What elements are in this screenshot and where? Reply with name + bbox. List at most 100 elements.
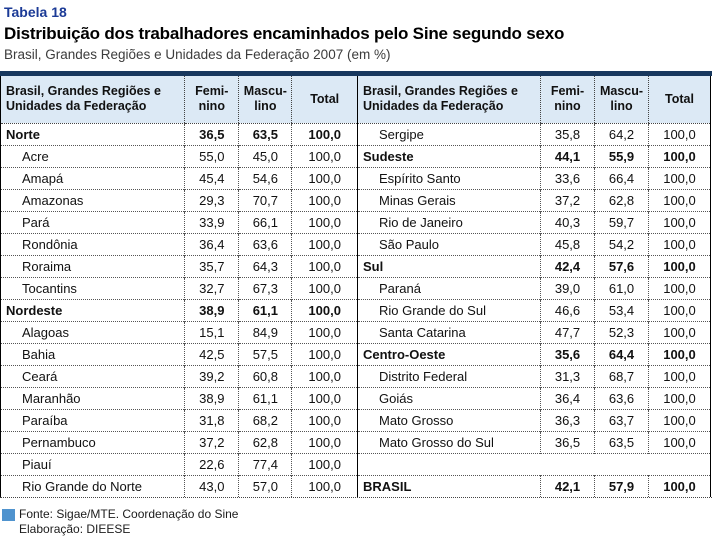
column-header-masculino: Mascu- lino [238, 76, 292, 124]
feminino-cell: 45,4 [184, 167, 239, 189]
uf-name-cell: Espírito Santo [379, 170, 461, 186]
feminino-cell: 33,6 [540, 167, 595, 189]
table-row: Norte 36,5 63,5 100,0 [0, 123, 357, 145]
column-header-feminino-line2: nino [198, 99, 225, 114]
feminino-cell: 36,3 [540, 409, 595, 431]
table-row: Bahia 42,5 57,5 100,0 [0, 343, 357, 365]
masculino-cell: 59,7 [594, 211, 649, 233]
total-cell: 100,0 [291, 387, 357, 409]
feminino-cell: 38,9 [184, 387, 239, 409]
table-row: Mato Grosso do Sul 36,5 63,5 100,0 [357, 431, 711, 453]
uf-name-cell: Goiás [379, 390, 413, 406]
feminino-cell: 35,8 [540, 123, 595, 145]
column-header-masculino-line2: lino [610, 99, 633, 114]
total-cell: 100,0 [648, 431, 711, 453]
uf-name-cell: Sul [363, 258, 384, 274]
column-header-total: Total [648, 76, 711, 124]
total-cell: 100,0 [648, 233, 711, 255]
masculino-cell: 63,6 [594, 387, 649, 409]
column-header-feminino: Femi- nino [184, 76, 239, 124]
feminino-cell: 29,3 [184, 189, 239, 211]
uf-name-cell: Maranhão [22, 390, 81, 406]
table-row: Mato Grosso 36,3 63,7 100,0 [357, 409, 711, 431]
masculino-cell: 61,1 [238, 387, 292, 409]
table-row: Centro-Oeste 35,6 64,4 100,0 [357, 343, 711, 365]
table-row: Sudeste 44,1 55,9 100,0 [357, 145, 711, 167]
masculino-cell: 63,6 [238, 233, 292, 255]
uf-name-cell: Distrito Federal [379, 368, 468, 384]
feminino-cell: 44,1 [540, 145, 595, 167]
title-block: Tabela 18 Distribuição dos trabalhadores… [0, 0, 712, 71]
uf-name-cell: Piauí [22, 456, 52, 472]
total-cell: 100,0 [291, 321, 357, 343]
page-subtitle: Brasil, Grandes Regiões e Unidades da Fe… [4, 47, 391, 62]
table-row: Nordeste 38,9 61,1 100,0 [0, 299, 357, 321]
total-cell: 100,0 [648, 365, 711, 387]
masculino-cell: 54,2 [594, 233, 649, 255]
table-footer: Fonte: Sigae/MTE. Coordenação do Sine El… [0, 507, 712, 537]
total-cell: 100,0 [648, 277, 711, 299]
uf-name-cell: São Paulo [379, 236, 439, 252]
total-cell: 100,0 [291, 277, 357, 299]
total-cell: 100,0 [648, 145, 711, 167]
masculino-cell: 63,7 [594, 409, 649, 431]
table-row: Espírito Santo 33,6 66,4 100,0 [357, 167, 711, 189]
table-row: Roraima 35,7 64,3 100,0 [0, 255, 357, 277]
total-cell: 100,0 [291, 189, 357, 211]
masculino-cell: 66,1 [238, 211, 292, 233]
uf-name-cell: Paraná [379, 280, 421, 296]
masculino-cell: 55,9 [594, 145, 649, 167]
total-cell: 100,0 [648, 387, 711, 409]
uf-name-cell: Roraima [22, 258, 72, 274]
header-row: Brasil, Grandes Regiões e Unidades da Fe… [0, 76, 357, 124]
table-row: Goiás 36,4 63,6 100,0 [357, 387, 711, 409]
feminino-cell: 42,4 [540, 255, 595, 277]
feminino-cell: 45,8 [540, 233, 595, 255]
table-row: Paraná 39,0 61,0 100,0 [357, 277, 711, 299]
masculino-cell: 57,5 [238, 343, 292, 365]
masculino-cell: 61,0 [594, 277, 649, 299]
feminino-cell: 47,7 [540, 321, 595, 343]
masculino-cell: 66,4 [594, 167, 649, 189]
masculino-cell: 62,8 [594, 189, 649, 211]
uf-name-cell: Bahia [22, 346, 56, 362]
elaboration-line: Elaboração: DIEESE [19, 522, 131, 536]
feminino-cell: 55,0 [184, 145, 239, 167]
table-row: São Paulo 45,8 54,2 100,0 [357, 233, 711, 255]
feminino-cell: 36,5 [184, 123, 239, 145]
uf-name-cell: Rio Grande do Norte [22, 478, 142, 494]
total-cell: 100,0 [648, 123, 711, 145]
table-row [357, 453, 711, 475]
masculino-cell: 45,0 [238, 145, 292, 167]
masculino-cell: 68,2 [238, 409, 292, 431]
masculino-cell [595, 453, 649, 475]
total-cell: 100,0 [291, 475, 357, 497]
table-row: Rondônia 36,4 63,6 100,0 [0, 233, 357, 255]
feminino-cell: 46,6 [540, 299, 595, 321]
column-header-feminino: Femi- nino [540, 76, 595, 124]
total-cell: 100,0 [291, 365, 357, 387]
feminino-cell: 43,0 [184, 475, 239, 497]
uf-name-cell: Amapá [22, 170, 64, 186]
feminino-cell: 22,6 [184, 453, 239, 475]
feminino-cell: 42,1 [540, 475, 595, 497]
uf-name-cell: Alagoas [22, 324, 69, 340]
masculino-cell: 64,2 [594, 123, 649, 145]
total-cell: 100,0 [648, 167, 711, 189]
masculino-cell: 57,9 [594, 475, 649, 497]
feminino-cell: 35,6 [540, 343, 595, 365]
feminino-cell: 31,8 [184, 409, 239, 431]
feminino-cell: 33,9 [184, 211, 239, 233]
table-left-body: Norte 36,5 63,5 100,0 Acre 55,0 45,0 100,0 Amapá… [0, 123, 357, 497]
table-row: Acre 55,0 45,0 100,0 [0, 145, 357, 167]
total-cell: 100,0 [291, 211, 357, 233]
masculino-cell: 63,5 [238, 123, 292, 145]
feminino-cell: 35,7 [184, 255, 239, 277]
masculino-cell: 53,4 [594, 299, 649, 321]
table-row: Rio Grande do Norte 43,0 57,0 100,0 [1, 475, 357, 497]
total-cell: 100,0 [291, 409, 357, 431]
uf-name-cell: Tocantins [22, 280, 77, 296]
uf-name-cell: Rio de Janeiro [379, 214, 463, 230]
table-row: Sul 42,4 57,6 100,0 [357, 255, 711, 277]
